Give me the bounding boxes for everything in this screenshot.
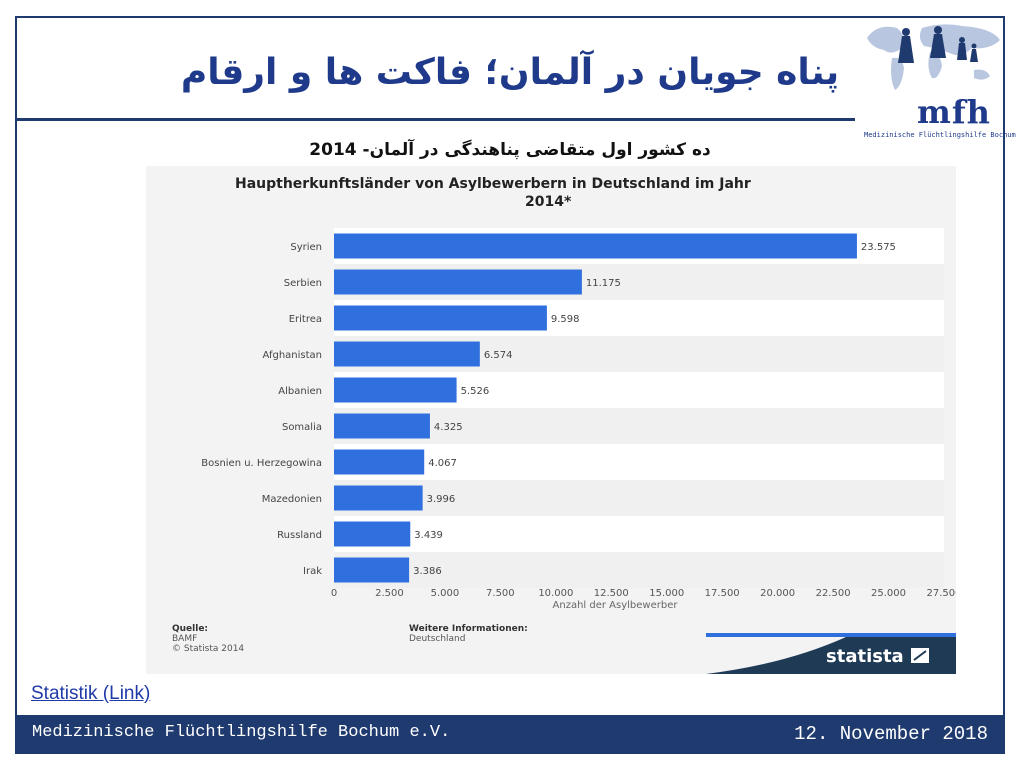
statista-chart: Hauptherkunftsländer von Asylbewerbern i…	[146, 166, 962, 674]
bar-afghanistan	[334, 341, 480, 367]
row-band	[334, 480, 944, 516]
row-band	[334, 408, 944, 444]
category-label: Irak	[303, 566, 322, 577]
bar-eritrea	[334, 305, 547, 331]
bar-mazedonien	[334, 485, 423, 511]
value-label: 6.574	[484, 350, 513, 361]
category-label: Albanien	[278, 386, 322, 397]
x-tick-label: 27.500	[927, 588, 957, 599]
bar-irak	[334, 557, 410, 583]
category-label: Eritrea	[289, 314, 322, 325]
bar-bosnien-u-herzegowina	[334, 449, 425, 475]
title-divider	[17, 118, 855, 121]
brand-banner	[706, 637, 956, 674]
value-label: 9.598	[551, 314, 580, 325]
info-heading: Weitere Informationen:	[409, 624, 528, 634]
bar-syrien	[334, 233, 857, 259]
category-label: Afghanistan	[262, 350, 322, 361]
category-label: Serbien	[284, 278, 322, 289]
mfh-logo-subtitle: Medizinische Flüchtlingshilfe Bochum	[864, 131, 1016, 139]
x-tick-label: 7.500	[486, 588, 515, 599]
brand-strip-accent	[706, 633, 956, 637]
bar-russland	[334, 521, 411, 547]
footer-organization: Medizinische Flüchtlingshilfe Bochum e.V…	[32, 723, 451, 742]
footer-bar: Medizinische Flüchtlingshilfe Bochum e.V…	[17, 715, 1003, 752]
slide-frame	[15, 16, 1005, 754]
mfh-logo-text: mfh	[917, 93, 991, 131]
x-tick-label: 12.500	[594, 588, 629, 599]
value-label: 3.439	[414, 530, 443, 541]
row-band	[334, 552, 944, 588]
chart-title: Hauptherkunftsländer von Asylbewerbern i…	[235, 176, 751, 210]
value-label: 23.575	[861, 242, 896, 253]
value-label: 3.386	[413, 566, 442, 577]
category-label: Somalia	[282, 422, 322, 433]
source-line-2: © Statista 2014	[172, 644, 244, 654]
category-label: Mazedonien	[262, 494, 322, 505]
mfh-logo: mfh Medizinische Flüchtlingshilfe Bochum	[862, 18, 1016, 139]
x-tick-label: 20.000	[760, 588, 795, 599]
slide-title: پناه جویان در آلمان؛ فاکت ها و ارقام	[180, 52, 840, 93]
x-tick-label: 15.000	[649, 588, 684, 599]
statistik-link[interactable]: Statistik (Link)	[31, 683, 151, 704]
statista-brand: statista	[826, 646, 904, 667]
x-tick-label: 5.000	[431, 588, 460, 599]
category-label: Russland	[277, 530, 322, 541]
source-heading: Quelle:	[172, 624, 208, 634]
bar-somalia	[334, 413, 430, 439]
bar-albanien	[334, 377, 457, 403]
value-label: 5.526	[461, 386, 490, 397]
category-label: Syrien	[290, 242, 322, 253]
row-band	[334, 516, 944, 552]
value-label: 4.067	[428, 458, 457, 469]
x-tick-label: 22.500	[816, 588, 851, 599]
value-label: 3.996	[427, 494, 456, 505]
footer-date: 12. November 2018	[794, 723, 988, 745]
x-tick-label: 25.000	[871, 588, 906, 599]
world-map-family-icon	[867, 24, 1000, 90]
source-line-1: BAMF	[172, 634, 197, 644]
x-axis-label: Anzahl der Asylbewerber	[553, 600, 679, 611]
bar-serbien	[334, 269, 582, 295]
x-tick-label: 10.000	[538, 588, 573, 599]
x-tick-label: 2.500	[375, 588, 404, 599]
x-tick-label: 0	[331, 588, 337, 599]
slide-subtitle: ده کشور اول متقاضی پناهندگی در آلمان- 20…	[309, 140, 711, 160]
chart-title-line-1: Hauptherkunftsländer von Asylbewerbern i…	[235, 176, 751, 192]
chart-title-line-2: 2014*	[525, 194, 572, 210]
statista-brand-icon-mark	[913, 650, 927, 661]
value-label: 4.325	[434, 422, 463, 433]
x-tick-label: 17.500	[705, 588, 740, 599]
category-label: Bosnien u. Herzegowina	[201, 458, 322, 469]
bar-chart: Hauptherkunftsländer von Asylbewerbern i…	[172, 176, 962, 674]
info-line-1: Deutschland	[409, 634, 465, 644]
row-band	[334, 444, 944, 480]
value-label: 11.175	[586, 278, 621, 289]
